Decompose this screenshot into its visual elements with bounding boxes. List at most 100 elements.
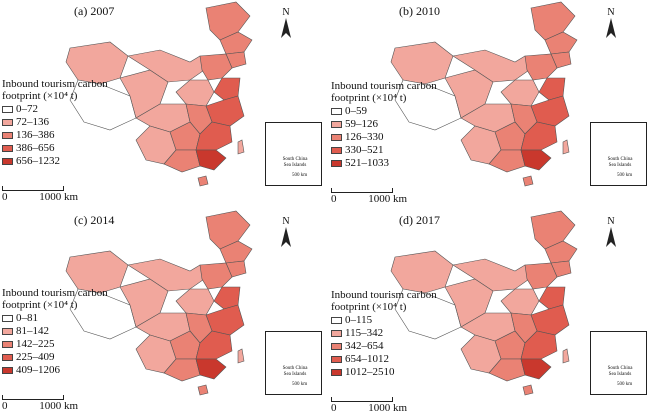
legend-item: 409–1206	[2, 364, 122, 376]
legend: Inbound tourism carbon footprint (×10⁴ t…	[331, 289, 451, 378]
legend-label: 0–59	[345, 105, 367, 117]
legend: Inbound tourism carbon footprint (×10⁴ t…	[2, 287, 122, 376]
scale-right-label: 1000 km	[39, 191, 78, 203]
legend-label: 0–81	[16, 312, 38, 324]
panel-title: (a) 2007	[74, 4, 115, 18]
province-region	[219, 240, 253, 264]
map-panel-2007: (a) 2007 N Inbound tourism carbon footpr…	[0, 0, 325, 208]
legend-label: 142–225	[16, 338, 55, 350]
province-region	[390, 250, 454, 294]
inset-label: South China Sea Islands	[607, 366, 633, 377]
legend-label: 0–115	[345, 314, 373, 326]
scale-left-label: 0	[331, 193, 337, 205]
province-region	[219, 31, 253, 55]
scale-bar: 0 1000 km	[2, 186, 78, 203]
china-map	[390, 1, 578, 187]
legend: Inbound tourism carbon footprint (×10⁴ t…	[2, 78, 122, 167]
legend-label: 654–1012	[345, 353, 389, 365]
inset-label: South China Sea Islands	[282, 366, 308, 377]
legend: Inbound tourism carbon footprint (×10⁴ t…	[331, 80, 451, 169]
legend-label: 0–72	[16, 103, 38, 115]
legend-title: Inbound tourism carbon footprint (×10⁴ t…	[331, 80, 437, 104]
legend-item: 0–115	[331, 314, 451, 326]
province-region	[544, 240, 578, 264]
north-arrow-icon	[606, 227, 616, 247]
province-region	[544, 31, 578, 55]
province-region	[197, 384, 209, 396]
north-arrow: N	[603, 217, 619, 253]
province-region	[522, 384, 534, 396]
province-region	[163, 358, 201, 382]
province-region	[500, 288, 540, 316]
legend-label: 136–386	[16, 129, 55, 141]
legend-swatch	[2, 131, 13, 139]
legend-item: 126–330	[331, 131, 451, 143]
legend-item: 225–409	[2, 351, 122, 363]
inset-scale-label: 500 km	[292, 382, 308, 387]
legend-item: 0–72	[2, 103, 122, 115]
legend-item: 656–1232	[2, 155, 122, 167]
scale-left-label: 0	[2, 400, 8, 412]
province-region	[69, 288, 137, 340]
province-region	[199, 53, 233, 81]
south-china-sea-inset: South China Sea Islands 500 km	[590, 122, 647, 186]
legend-item: 386–656	[2, 142, 122, 154]
province-region	[394, 288, 462, 340]
panel-title: (d) 2017	[399, 213, 440, 227]
inset-scale-label: 500 km	[292, 173, 308, 178]
legend-swatch	[331, 146, 342, 154]
south-china-sea-inset: South China Sea Islands 500 km	[265, 331, 322, 395]
panel-title: (b) 2010	[399, 4, 440, 18]
legend-item: 142–225	[2, 338, 122, 350]
legend-label: 330–521	[345, 144, 384, 156]
north-arrow-icon	[281, 18, 291, 38]
inset-label: South China Sea Islands	[282, 157, 308, 168]
province-region	[522, 175, 534, 187]
province-region	[197, 175, 209, 187]
province-region	[163, 149, 201, 173]
map-panel-2010: (b) 2010 N Inbound tourism carbon footpr…	[325, 0, 650, 208]
scale-bar-graphic	[2, 186, 64, 191]
south-china-sea-inset: South China Sea Islands 500 km	[265, 122, 322, 186]
scale-bar: 0 1000 km	[331, 188, 407, 205]
scale-bar-graphic	[331, 188, 393, 193]
north-arrow: N	[278, 8, 294, 44]
legend-item: 342–654	[331, 340, 451, 352]
north-letter: N	[282, 216, 290, 227]
province-region	[205, 1, 251, 41]
scale-bar: 0 1000 km	[2, 395, 78, 412]
legend-item: 521–1033	[331, 157, 451, 169]
legend-item: 0–59	[331, 105, 451, 117]
north-letter: N	[607, 216, 615, 227]
legend-item: 115–342	[331, 327, 451, 339]
province-region	[394, 79, 462, 131]
legend-item: 0–81	[2, 312, 122, 324]
province-region	[520, 149, 552, 171]
province-region	[65, 250, 129, 294]
legend-label: 409–1206	[16, 364, 60, 376]
legend-swatch	[2, 314, 13, 322]
map-panel-2017: (d) 2017 N Inbound tourism carbon footpr…	[325, 209, 650, 417]
china-map	[390, 210, 578, 396]
legend-title: Inbound tourism carbon footprint (×10⁴ t…	[2, 78, 108, 102]
scale-bar-graphic	[331, 397, 393, 402]
province-region	[562, 139, 570, 155]
province-region	[488, 149, 526, 173]
legend-label: 386–656	[16, 142, 55, 154]
legend-label: 342–654	[345, 340, 384, 352]
legend-item: 330–521	[331, 144, 451, 156]
scale-bar: 0 1000 km	[331, 397, 407, 414]
province-region	[530, 210, 576, 250]
scale-left-label: 0	[331, 402, 337, 414]
scale-right-label: 1000 km	[39, 400, 78, 412]
province-region	[530, 1, 576, 41]
legend-swatch	[2, 157, 13, 165]
legend-item: 81–142	[2, 325, 122, 337]
panel-title: (c) 2014	[74, 213, 115, 227]
china-map	[65, 210, 253, 396]
legend-title: Inbound tourism carbon footprint (×10⁴ t…	[331, 289, 437, 313]
north-letter: N	[282, 7, 290, 18]
province-region	[520, 358, 552, 380]
province-region	[175, 79, 215, 107]
legend-item: 1012–2510	[331, 366, 451, 378]
